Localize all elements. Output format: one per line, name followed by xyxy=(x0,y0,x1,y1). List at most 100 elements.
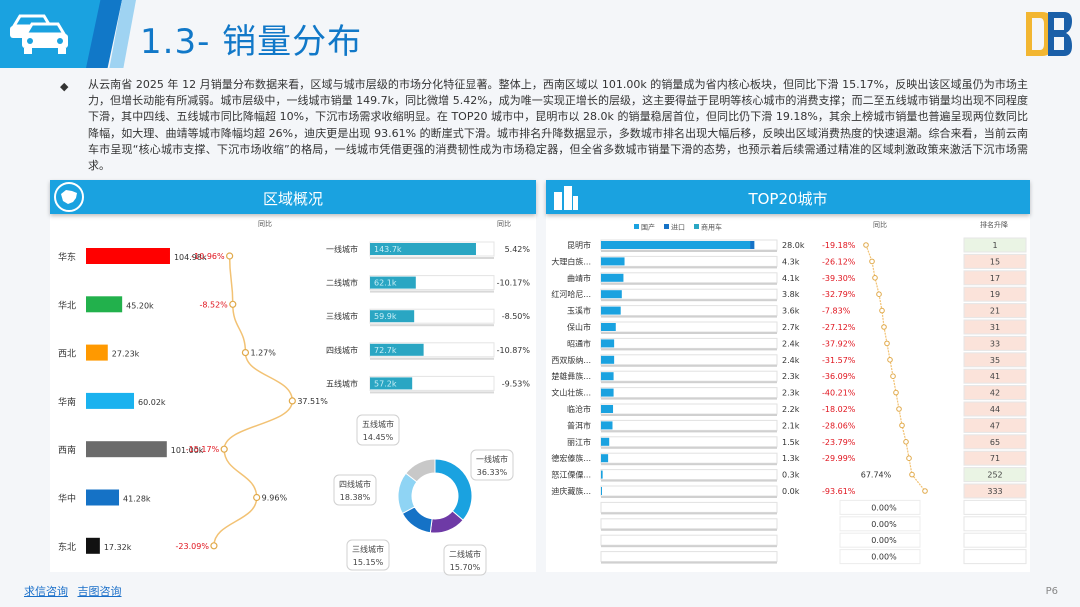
donut-slice xyxy=(405,458,436,483)
donut-slice-pct: 14.45% xyxy=(363,433,394,442)
city-bar xyxy=(601,388,614,397)
city-bar-bg xyxy=(600,255,778,267)
city-value-label: 4.1k xyxy=(782,274,800,283)
city-bar-shadow xyxy=(601,414,777,416)
city-bar-bg xyxy=(600,534,778,546)
top20-yoy-line xyxy=(865,244,926,492)
city-value-label: 3.8k xyxy=(782,290,800,299)
top20-yoy-point xyxy=(906,455,912,462)
city-bar-shadow xyxy=(601,266,777,269)
top20-yoy-label: -28.06% xyxy=(822,421,856,430)
city-bar xyxy=(601,273,624,282)
yoy-empty-label: 0.00% xyxy=(871,553,897,562)
tier-bar-shadow xyxy=(370,290,494,293)
top20-yoy-label: -32.79% xyxy=(822,290,856,299)
tier-label: 三线城市 xyxy=(326,311,358,321)
city-bar-shadow xyxy=(601,479,777,482)
donut-chart: 一线城市 36.33% 二线城市 15.70% 三线城市 15.15% 四线城市 18.38%… xyxy=(333,414,514,576)
top20-yoy-label: -18.02% xyxy=(822,405,856,414)
donut-slice-name: 一线城市 xyxy=(476,454,508,464)
rank-cell xyxy=(963,303,1027,319)
footer-link-2[interactable]: 吉图咨询 xyxy=(77,585,122,598)
region-bar xyxy=(86,537,100,554)
yoy-empty-label: 0.00% xyxy=(871,520,897,529)
city-bar-shadow xyxy=(601,446,777,449)
top20-yoy-point xyxy=(903,439,909,445)
city-value-label: 2.1k xyxy=(782,421,800,430)
region-yoy-label: -23.09% xyxy=(176,542,210,551)
city-bar xyxy=(601,241,755,249)
page-title: 1.3- 销量分布 xyxy=(140,22,363,62)
rank-cell xyxy=(963,434,1027,450)
city-bar-bg xyxy=(600,321,778,333)
city-value-label: 2.3k xyxy=(782,372,800,381)
city-bar-shadow xyxy=(601,561,777,564)
top20-yoy-point xyxy=(872,275,878,281)
top20-yoy-label: -27.12% xyxy=(822,323,856,332)
city-value-label: 28.0k xyxy=(782,241,805,250)
footer-links: 求信咨询 吉图咨询 xyxy=(24,583,128,599)
left-panel-header: 区域概况 xyxy=(50,180,536,214)
top20-yoy-label: -40.21% xyxy=(822,389,856,398)
region-value-label: 60.02k xyxy=(138,398,166,407)
rank-value: 44 xyxy=(990,405,1000,414)
city-value-label: 0.0k xyxy=(782,487,800,496)
tier-value-label: 57.2k xyxy=(374,379,397,388)
city-value-label: 2.2k xyxy=(782,405,800,414)
region-label: 东北 xyxy=(58,541,76,553)
city-value-label: 4.3k xyxy=(782,257,800,266)
tier-value-label: 59.9k xyxy=(374,312,397,321)
donut-callout xyxy=(470,449,514,481)
donut-slice xyxy=(434,458,473,521)
tier-yoy-header: 同比 xyxy=(497,219,511,228)
rank-cell xyxy=(963,237,1027,253)
city-bar-bg xyxy=(600,403,778,415)
tier-bar-shadow xyxy=(370,324,494,327)
tier-yoy-label: -10.87% xyxy=(497,346,531,355)
region-label: 西北 xyxy=(58,349,76,360)
region-bar xyxy=(86,248,170,264)
city-value-label: 2.4k xyxy=(782,356,800,365)
bullet-icon: ◆ xyxy=(60,80,69,93)
donut-slice-pct: 18.38% xyxy=(340,493,371,502)
city-bar-bg xyxy=(600,419,778,431)
region-yoy-label: -8.52% xyxy=(199,300,228,309)
yoy-empty-label: 0.00% xyxy=(871,503,897,512)
city-bar xyxy=(601,372,614,381)
rank-value: 252 xyxy=(987,471,1002,480)
city-label: 大理白族... xyxy=(551,256,591,266)
top20-yoy-point xyxy=(893,389,899,396)
intro-paragraph: 从云南省 2025 年 12 月销量分布数据来看，区域与城市层级的市场分化特征显… xyxy=(88,78,1028,173)
donut-slice-pct: 15.70% xyxy=(450,563,481,572)
tier-value-label: 72.7k xyxy=(374,346,397,355)
city-bar-bg xyxy=(600,337,778,349)
top20-yoy-label: 67.74% xyxy=(861,471,892,480)
city-bar-bg xyxy=(600,518,778,530)
rank-cell xyxy=(963,352,1027,368)
top20-yoy-point xyxy=(863,242,869,248)
top20-yoy-label: -29.99% xyxy=(822,454,856,463)
rank-cell xyxy=(963,532,1027,548)
city-bar-bg xyxy=(600,551,778,563)
rank-cell xyxy=(963,499,1027,515)
footer-link-1[interactable]: 求信咨询 xyxy=(24,585,68,598)
top20-yoy-label: -23.79% xyxy=(822,438,856,447)
city-bar-shadow xyxy=(601,512,777,515)
top20-yoy-point xyxy=(869,258,875,265)
tier-value-label: 62.1k xyxy=(374,279,397,288)
city-label: 文山壮族... xyxy=(551,388,591,398)
city-bar xyxy=(601,355,615,364)
donut-callout xyxy=(333,474,377,506)
donut-callout xyxy=(356,414,400,446)
yoy-empty-cell xyxy=(839,499,921,515)
region-label: 华南 xyxy=(58,396,76,408)
tier-bar xyxy=(370,343,424,356)
region-yoy-label: 37.51% xyxy=(297,397,328,406)
yoy-empty-cell xyxy=(839,516,921,532)
region-bar xyxy=(86,441,167,458)
region-yoy-point xyxy=(253,493,261,502)
city-bar-shadow xyxy=(601,381,777,384)
rank-cell xyxy=(963,549,1027,565)
